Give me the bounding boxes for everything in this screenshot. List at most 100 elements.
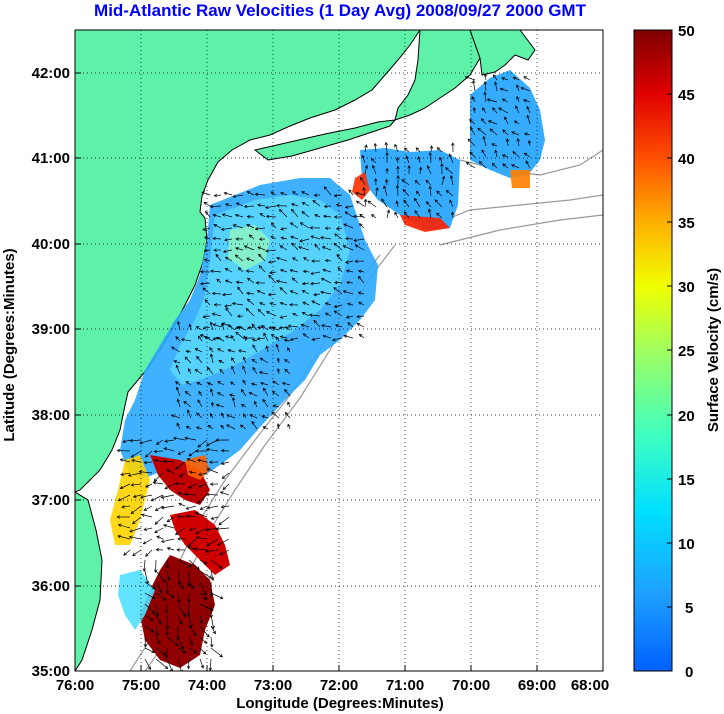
velocity-vector (163, 447, 175, 452)
velocity-vector (210, 322, 214, 331)
velocity-vector (212, 337, 222, 340)
velocity-vector-head (252, 366, 256, 371)
velocity-vector-head (291, 277, 296, 281)
velocity-vector (334, 310, 343, 317)
velocity-vector-head (292, 191, 296, 195)
velocity-vector-head (240, 404, 245, 408)
velocity-vector (483, 136, 487, 147)
velocity-vector-head (251, 420, 255, 425)
velocity-vector (118, 524, 131, 529)
velocity-vector-head (175, 381, 179, 385)
velocity-vector (344, 335, 354, 339)
velocity-vector (325, 312, 332, 317)
velocity-vector (222, 293, 233, 296)
velocity-vector-head (211, 312, 216, 316)
velocity-vector-head (384, 141, 388, 146)
velocity-vector-head (426, 165, 431, 169)
velocity-vector-head (208, 667, 213, 671)
velocity-vector (204, 259, 211, 262)
velocity-vector-head (185, 349, 190, 354)
velocity-vector-head (298, 245, 302, 250)
velocity-vector-head (143, 460, 148, 465)
velocity-vector-head (143, 527, 148, 531)
velocity-vector (235, 214, 244, 218)
velocity-vector (199, 592, 207, 600)
velocity-vector (207, 505, 219, 509)
velocity-vector (363, 187, 366, 197)
velocity-vector-head (212, 236, 216, 241)
velocity-vector (324, 186, 332, 196)
velocity-vector-head (371, 164, 376, 169)
velocity-vector-head (127, 473, 132, 477)
velocity-vector-head (209, 347, 213, 351)
velocity-vector (166, 559, 169, 569)
velocity-vector-head (117, 534, 121, 539)
velocity-vector-head (202, 326, 207, 330)
velocity-vector-head (394, 143, 398, 148)
velocity-vector-head (445, 167, 449, 171)
velocity-vector (167, 547, 175, 551)
velocity-vector (261, 415, 269, 419)
velocity-vector-head (257, 246, 261, 250)
colorbar-tick-label: 20 (678, 408, 695, 425)
velocity-vector (198, 391, 203, 397)
velocity-vector (188, 581, 194, 589)
velocity-vector (144, 625, 155, 633)
velocity-vector-head (247, 325, 251, 330)
velocity-vector-head (203, 596, 208, 601)
velocity-vector (277, 368, 280, 375)
velocity-vector-head (331, 338, 336, 342)
velocity-vector (188, 614, 192, 628)
velocity-vector-head (525, 160, 529, 164)
velocity-vector (171, 414, 181, 419)
velocity-vector (188, 368, 192, 375)
velocity-vector-head (322, 214, 327, 219)
velocity-vector (268, 275, 277, 284)
velocity-vector (201, 191, 211, 196)
velocity-vector-head (279, 315, 284, 319)
velocity-vector (143, 538, 153, 545)
velocity-vector-head (320, 277, 325, 281)
velocity-vector (131, 459, 142, 463)
velocity-vector-head (248, 234, 253, 238)
velocity-vector-head (481, 149, 485, 153)
velocity-vector (414, 198, 421, 208)
velocity-vector-head (301, 312, 306, 316)
velocity-vector-head (176, 398, 181, 403)
velocity-vector (301, 191, 310, 196)
velocity-vector (364, 144, 367, 153)
velocity-vector (418, 156, 421, 164)
velocity-vector (122, 439, 131, 443)
velocity-vector (155, 647, 166, 656)
velocity-vector-head (492, 74, 497, 78)
velocity-vector-head (209, 593, 214, 597)
velocity-vector-head (198, 484, 203, 488)
velocity-vector (324, 205, 332, 207)
velocity-vector (266, 311, 277, 317)
velocity-vector-head (383, 185, 387, 189)
velocity-vector (361, 155, 366, 164)
velocity-vector-head (226, 414, 230, 418)
velocity-vector-head (128, 535, 133, 539)
velocity-vector (481, 149, 487, 158)
velocity-vector-head (170, 594, 175, 598)
velocity-vector-head (164, 665, 169, 669)
velocity-vector-head (243, 245, 248, 249)
velocity-vector-head (204, 336, 208, 340)
velocity-vector-head (281, 381, 286, 386)
velocity-vector (189, 527, 197, 531)
velocity-vector (268, 293, 277, 296)
velocity-vector (177, 636, 184, 650)
velocity-vector (358, 292, 365, 295)
velocity-vector-head (292, 257, 296, 261)
velocity-vector (484, 81, 487, 92)
velocity-vector-head (322, 268, 326, 272)
velocity-vector (310, 271, 321, 275)
velocity-vector (199, 636, 207, 644)
velocity-vector-head (357, 269, 362, 274)
velocity-vector (175, 527, 186, 535)
velocity-vector-head (268, 325, 272, 330)
figure-title: Mid-Atlantic Raw Velocities (1 Day Avg) … (94, 1, 587, 20)
velocity-vector-head (333, 193, 338, 198)
velocity-vector (290, 269, 299, 273)
